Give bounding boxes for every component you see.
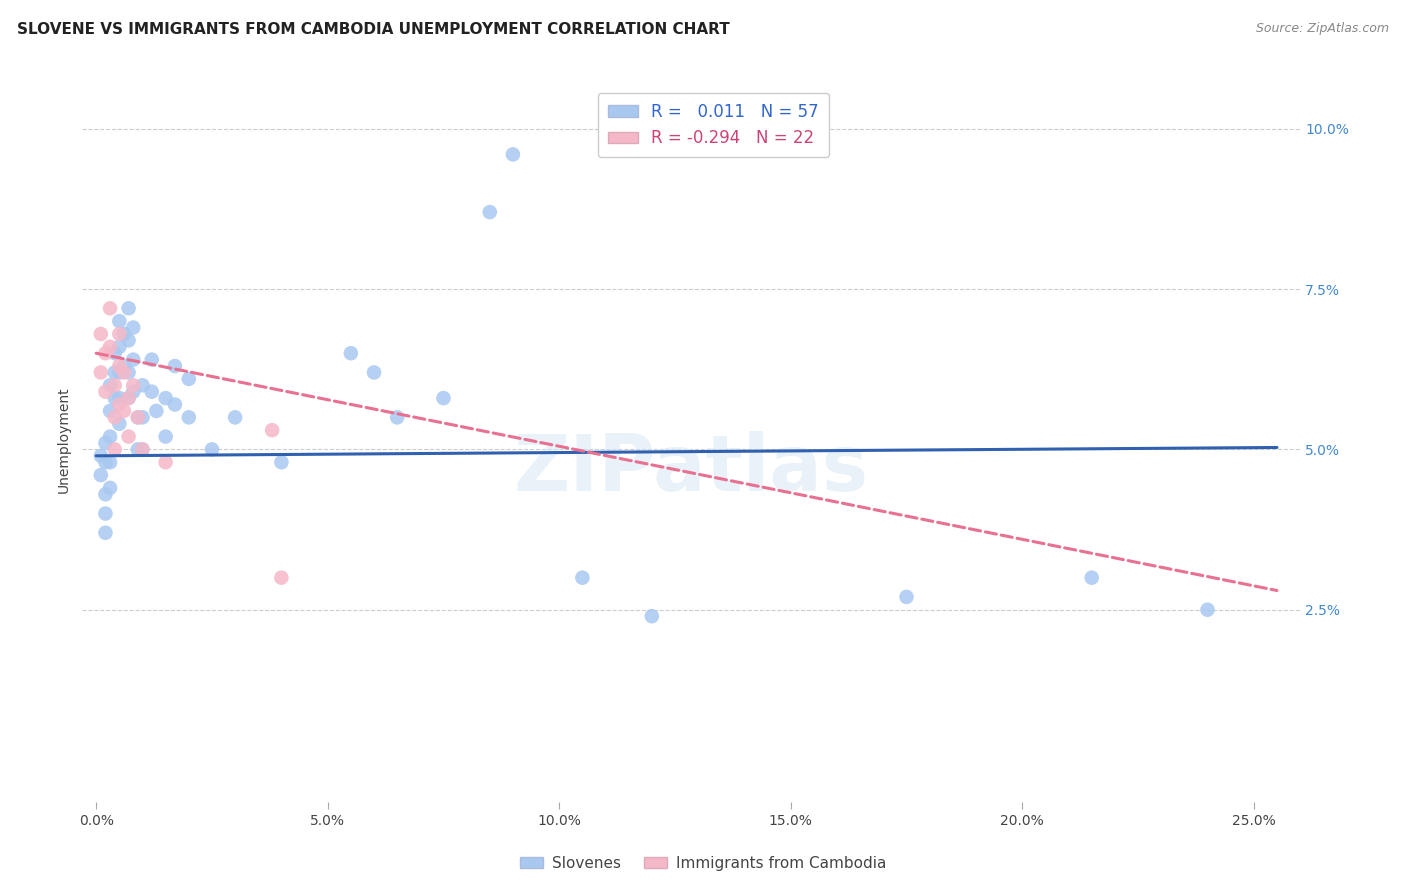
Point	[108, 391, 131, 405]
Point	[94, 507, 117, 521]
Point	[112, 366, 135, 380]
Point	[98, 378, 121, 392]
Point	[177, 410, 200, 425]
Point	[224, 410, 246, 425]
Point	[122, 378, 145, 392]
Legend: R =   0.011   N = 57, R = -0.294   N = 22: R = 0.011 N = 57, R = -0.294 N = 22	[598, 93, 830, 157]
Text: ZIPatlas: ZIPatlas	[513, 431, 869, 507]
Point	[90, 366, 112, 380]
Point	[112, 326, 135, 341]
Point	[94, 525, 117, 540]
Y-axis label: Unemployment: Unemployment	[58, 386, 72, 493]
Legend: Slovenes, Immigrants from Cambodia: Slovenes, Immigrants from Cambodia	[513, 850, 893, 877]
Point	[127, 410, 149, 425]
Point	[270, 455, 292, 469]
Point	[122, 384, 145, 399]
Point	[117, 429, 139, 443]
Point	[104, 378, 127, 392]
Point	[104, 346, 127, 360]
Point	[163, 359, 186, 373]
Point	[117, 391, 139, 405]
Point	[108, 326, 131, 341]
Point	[177, 372, 200, 386]
Point	[108, 417, 131, 431]
Point	[117, 366, 139, 380]
Point	[1080, 571, 1102, 585]
Point	[262, 423, 284, 437]
Point	[122, 352, 145, 367]
Point	[94, 455, 117, 469]
Point	[104, 366, 127, 380]
Point	[90, 326, 112, 341]
Point	[141, 352, 163, 367]
Point	[340, 346, 363, 360]
Point	[98, 340, 121, 354]
Point	[94, 436, 117, 450]
Point	[112, 404, 135, 418]
Point	[127, 442, 149, 457]
Point	[270, 571, 292, 585]
Point	[502, 147, 524, 161]
Point	[145, 404, 167, 418]
Point	[363, 366, 385, 380]
Point	[104, 442, 127, 457]
Point	[163, 397, 186, 411]
Point	[94, 346, 117, 360]
Point	[432, 391, 454, 405]
Point	[571, 571, 593, 585]
Point	[94, 487, 117, 501]
Point	[155, 391, 177, 405]
Point	[117, 391, 139, 405]
Text: Source: ZipAtlas.com: Source: ZipAtlas.com	[1256, 22, 1389, 36]
Point	[127, 410, 149, 425]
Point	[108, 314, 131, 328]
Point	[385, 410, 408, 425]
Text: SLOVENE VS IMMIGRANTS FROM CAMBODIA UNEMPLOYMENT CORRELATION CHART: SLOVENE VS IMMIGRANTS FROM CAMBODIA UNEM…	[17, 22, 730, 37]
Point	[90, 449, 112, 463]
Point	[90, 468, 112, 483]
Point	[117, 334, 139, 348]
Point	[108, 359, 131, 373]
Point	[641, 609, 664, 624]
Point	[98, 429, 121, 443]
Point	[94, 384, 117, 399]
Point	[478, 205, 501, 219]
Point	[141, 384, 163, 399]
Point	[108, 366, 131, 380]
Point	[98, 481, 121, 495]
Point	[122, 320, 145, 334]
Point	[131, 410, 153, 425]
Point	[155, 455, 177, 469]
Point	[155, 429, 177, 443]
Point	[108, 340, 131, 354]
Point	[131, 378, 153, 392]
Point	[117, 301, 139, 316]
Point	[1197, 603, 1219, 617]
Point	[112, 359, 135, 373]
Point	[98, 455, 121, 469]
Point	[98, 404, 121, 418]
Point	[98, 301, 121, 316]
Point	[201, 442, 224, 457]
Point	[104, 410, 127, 425]
Point	[131, 442, 153, 457]
Point	[108, 397, 131, 411]
Point	[896, 590, 918, 604]
Point	[131, 442, 153, 457]
Point	[104, 391, 127, 405]
